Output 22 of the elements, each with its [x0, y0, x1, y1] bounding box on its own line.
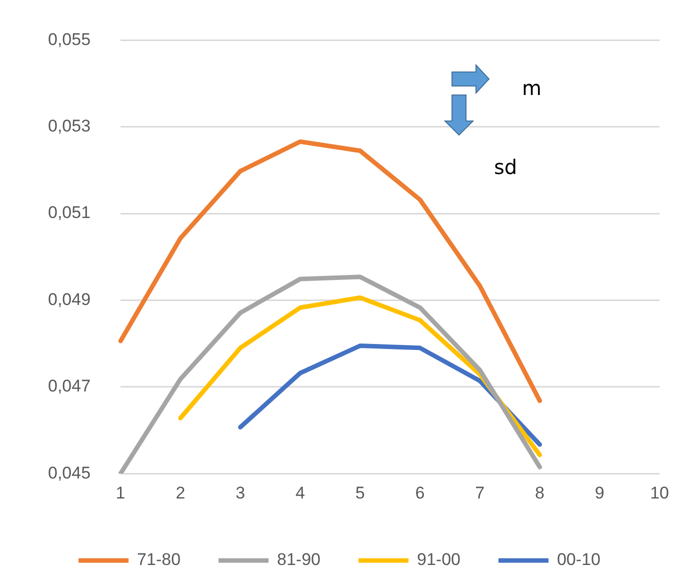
x-tick-label: 5 — [355, 483, 365, 502]
y-tick-label: 0,045 — [48, 463, 91, 482]
x-tick-label: 6 — [415, 483, 425, 502]
x-tick-label: 8 — [535, 483, 544, 502]
y-tick-label: 0,047 — [48, 376, 91, 396]
y-tick-label: 0,053 — [48, 116, 91, 136]
x-tick-label: 2 — [176, 483, 186, 502]
x-tick-label: 1 — [116, 483, 126, 502]
y-tick-label: 0,051 — [48, 203, 91, 222]
x-tick-label: 3 — [236, 483, 246, 502]
x-tick-label: 4 — [295, 483, 305, 502]
x-tick-label: 9 — [594, 483, 604, 502]
x-tick-label: 10 — [650, 483, 670, 502]
y-tick-label: 0,049 — [48, 290, 91, 309]
annotation: sd — [494, 155, 518, 179]
legend-label: 91-00 — [417, 550, 460, 570]
legend-label: 00-10 — [556, 550, 600, 570]
x-tick-label: 7 — [475, 483, 485, 502]
legend-label: 71-80 — [137, 550, 181, 570]
annotation: m — [522, 76, 542, 100]
legend-label: 81-90 — [277, 550, 321, 570]
y-tick-label: 0,055 — [48, 30, 91, 49]
